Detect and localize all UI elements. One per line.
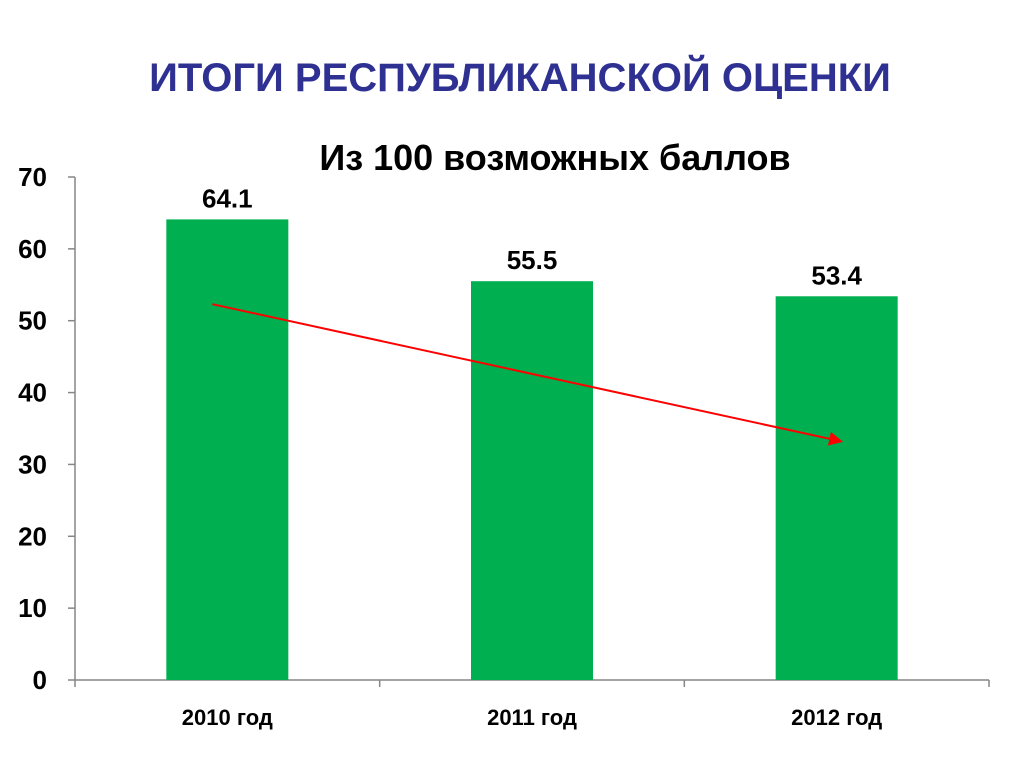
chart-title: Из 100 возможных баллов: [319, 137, 790, 178]
y-tick-label: 60: [18, 234, 47, 264]
bar: [471, 281, 593, 680]
bar: [775, 296, 898, 680]
y-tick-label: 0: [33, 665, 47, 695]
y-tick-label: 20: [18, 521, 47, 551]
y-tick-label: 30: [18, 449, 47, 479]
x-tick-label: 2011 год: [487, 705, 577, 730]
data-label: 55.5: [507, 245, 558, 275]
y-tick-label: 40: [18, 378, 47, 408]
x-tick-label: 2012 год: [791, 705, 882, 730]
y-tick-label: 70: [18, 162, 47, 192]
data-label: 53.4: [811, 260, 862, 290]
labels: 64.1 2010 год 55.5 2011 год 53.4 2012 год: [182, 183, 882, 730]
y-tick-label: 50: [18, 306, 47, 336]
x-tick-label: 2010 год: [182, 705, 273, 730]
y-tick-label: 10: [18, 593, 47, 623]
slide-title: ИТОГИ РЕСПУБЛИКАНСКОЙ ОЦЕНКИ: [149, 56, 891, 100]
bar: [166, 219, 289, 680]
trend-arrow-group: [212, 303, 844, 446]
data-label: 64.1: [202, 183, 253, 213]
trend-arrow: [212, 303, 844, 446]
bars: [166, 219, 898, 680]
